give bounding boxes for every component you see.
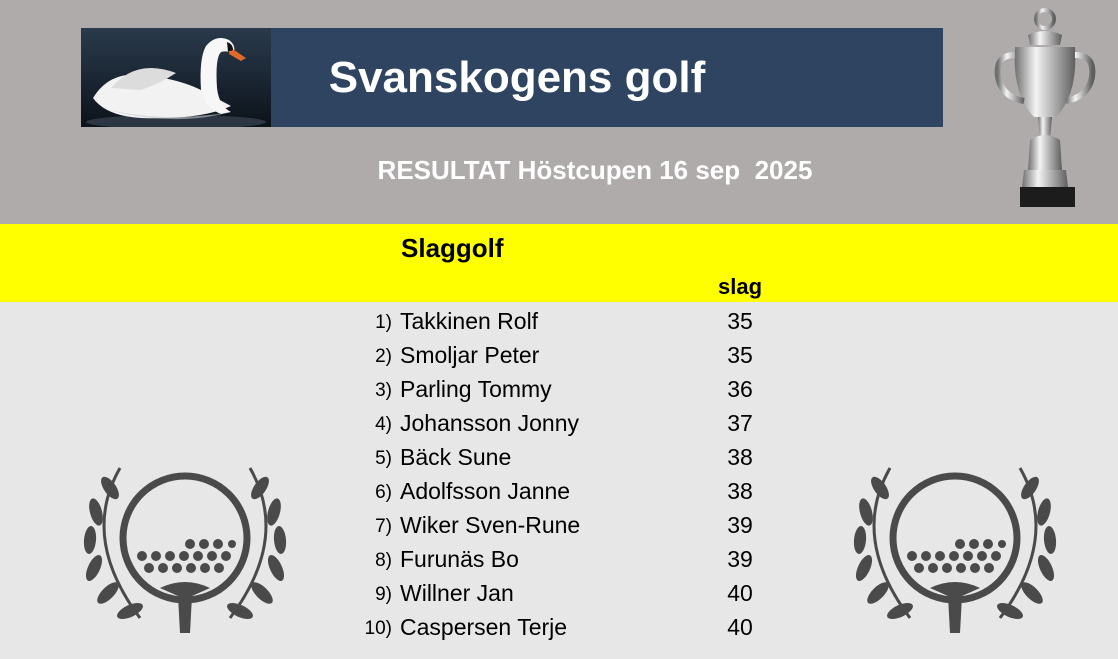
- player-name: Takkinen Rolf: [400, 308, 539, 334]
- section-title: Slaggolf: [401, 233, 504, 263]
- player-name: Johansson Jonny: [400, 410, 580, 436]
- rank-number: 6): [375, 482, 392, 503]
- player-name: Parling Tommy: [400, 376, 552, 402]
- player-score: 40: [727, 614, 753, 640]
- player-score: 38: [727, 478, 753, 504]
- player-score: 39: [727, 512, 753, 538]
- player-score: 36: [727, 376, 753, 402]
- result-row: 1) Takkinen Rolf 35: [0, 304, 1118, 338]
- player-name: Wiker Sven-Rune: [400, 512, 581, 538]
- result-row: 9) Willner Jan 40: [0, 576, 1118, 610]
- player-score: 35: [727, 342, 753, 368]
- rank-number: 7): [375, 516, 392, 537]
- result-row: 10) Caspersen Terje 40: [0, 610, 1118, 644]
- player-score: 35: [727, 308, 753, 334]
- score-column-header: slag: [717, 274, 763, 299]
- player-score: 37: [727, 410, 753, 436]
- rank-number: 2): [375, 346, 392, 367]
- golf-ball-laurel-icon: [840, 448, 1070, 638]
- player-score: 39: [727, 546, 753, 572]
- player-name: Caspersen Terje: [400, 614, 568, 640]
- player-name: Bäck Sune: [400, 444, 512, 470]
- result-row: 5) Bäck Sune 38: [0, 440, 1118, 474]
- title-banner: Svanskogens golf: [81, 28, 943, 127]
- player-score: 38: [727, 444, 753, 470]
- player-name: Adolfsson Janne: [400, 478, 571, 504]
- result-row: 7) Wiker Sven-Rune 39: [0, 508, 1118, 542]
- rank-number: 3): [375, 380, 392, 401]
- rank-number: 9): [375, 584, 392, 605]
- player-score: 40: [727, 580, 753, 606]
- result-row: 2) Smoljar Peter 35: [0, 338, 1118, 372]
- player-name: Willner Jan: [400, 580, 514, 606]
- rank-number: 4): [375, 414, 392, 435]
- rank-number: 5): [375, 448, 392, 469]
- swan-image: [81, 28, 271, 127]
- result-row: 4) Johansson Jonny 37: [0, 406, 1118, 440]
- section-highlight: [0, 224, 1118, 302]
- result-row: 3) Parling Tommy 36: [0, 372, 1118, 406]
- player-name: Smoljar Peter: [400, 342, 540, 368]
- event-subtitle: RESULTAT Höstcupen 16 sep 2025: [377, 155, 813, 185]
- trophy-icon: [990, 5, 1105, 210]
- result-row: 6) Adolfsson Janne 38: [0, 474, 1118, 508]
- result-row: 8) Furunäs Bo 39: [0, 542, 1118, 576]
- golf-ball-laurel-icon: [70, 448, 300, 638]
- page-title: Svanskogens golf: [328, 52, 706, 102]
- rank-number: 1): [375, 312, 392, 333]
- rank-number: 8): [375, 550, 392, 571]
- rank-number: 10): [364, 618, 392, 639]
- player-name: Furunäs Bo: [400, 546, 519, 572]
